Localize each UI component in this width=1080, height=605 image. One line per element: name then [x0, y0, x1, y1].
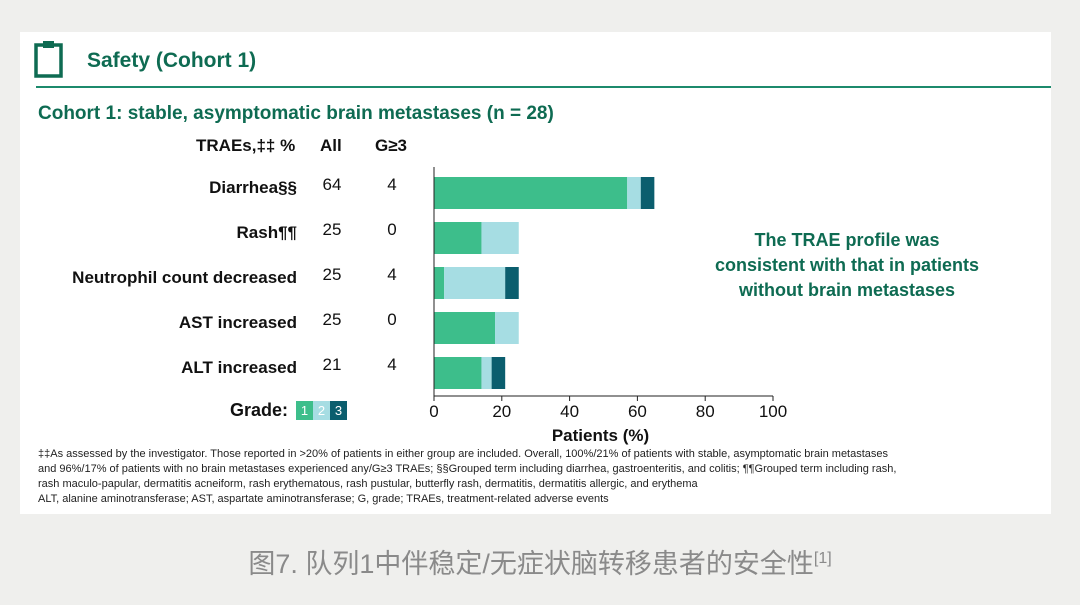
column-header-traes: TRAEs,‡‡ % [196, 136, 296, 155]
row-label: Neutrophil count decreased [72, 268, 297, 287]
row-all-value: 21 [322, 355, 342, 374]
slide: Safety (Cohort 1) Cohort 1: stable, asym… [20, 32, 1051, 514]
row-all-value: 25 [322, 265, 342, 284]
caption-text: 图7. 队列1中伴稳定/无症状脑转移患者的安全性 [248, 549, 814, 579]
grade-3-swatch: 3 [330, 401, 348, 420]
row-g3-value: 4 [387, 175, 397, 194]
row-label: Diarrhea§§ [209, 178, 297, 197]
stacked-bar-chart: 0 20 40 60 80 100 Patients (%) [429, 167, 787, 445]
row-all-value: 64 [322, 175, 342, 194]
row-g3-value: 4 [387, 355, 397, 374]
x-axis-title: Patients (%) [552, 426, 649, 445]
bar-segment-grade-2 [481, 222, 519, 254]
x-tick-label: 80 [696, 402, 715, 421]
bar-segment-grade-1 [434, 177, 628, 209]
footnote-line: rash maculo-papular, dermatitis acneifor… [38, 478, 698, 490]
bar-segment-grade-3 [640, 177, 655, 209]
figure-caption: 图7. 队列1中伴稳定/无症状脑转移患者的安全性[1] [0, 542, 1080, 581]
bar-segment-grade-2 [444, 267, 506, 299]
footnotes: ‡‡As assessed by the investigator. Those… [38, 447, 1038, 507]
row-g3-value: 0 [387, 220, 397, 239]
callout-line: The TRAE profile was [754, 230, 940, 250]
callout-line: consistent with that in patients [714, 255, 979, 275]
grade-1-swatch: 1 [296, 401, 314, 420]
bar-segment-grade-2 [481, 357, 492, 389]
bar-segment-grade-2 [627, 177, 641, 209]
row-label: Rash¶¶ [236, 223, 297, 242]
bar-segment-grade-1 [434, 357, 482, 389]
row-g3-value: 4 [387, 265, 397, 284]
bar-segment-grade-3 [491, 357, 506, 389]
callout-text: The TRAE profile was consistent with tha… [682, 228, 1012, 303]
clipboard-icon [34, 41, 63, 78]
grade-2-swatch: 2 [313, 401, 331, 420]
row-all-value: 25 [322, 220, 342, 239]
row-label: ALT increased [181, 358, 297, 377]
x-tick-label: 60 [628, 402, 647, 421]
bar-segment-grade-1 [434, 222, 482, 254]
bar-segment-grade-1 [434, 267, 445, 299]
footnote-line: and 96%/17% of patients with no brain me… [38, 463, 897, 475]
x-tick-label: 0 [429, 402, 438, 421]
row-all-value: 25 [322, 310, 342, 329]
bar-segment-grade-2 [495, 312, 519, 344]
x-tick-label: 100 [759, 402, 787, 421]
footnote-line: ALT, alanine aminotransferase; AST, aspa… [38, 493, 609, 505]
footnote-line: ‡‡As assessed by the investigator. Those… [38, 448, 889, 460]
cohort-subtitle: Cohort 1: stable, asymptomatic brain met… [38, 103, 554, 124]
x-tick-label: 40 [560, 402, 579, 421]
grade-legend: Grade: 1 2 3 [230, 400, 348, 421]
row-label: AST increased [178, 313, 297, 332]
row-g3-value: 0 [387, 310, 397, 329]
bar-segment-grade-1 [434, 312, 496, 344]
caption-reference: [1] [813, 550, 832, 567]
section-title: Safety (Cohort 1) [87, 49, 257, 72]
x-tick-label: 20 [492, 402, 511, 421]
callout-line: without brain metastases [738, 280, 956, 300]
header-divider [36, 86, 1051, 88]
grade-legend-label: Grade: [230, 400, 289, 420]
column-header-all: All [320, 136, 342, 155]
bar-segment-grade-3 [505, 267, 519, 299]
column-header-g3: G≥3 [375, 136, 408, 155]
